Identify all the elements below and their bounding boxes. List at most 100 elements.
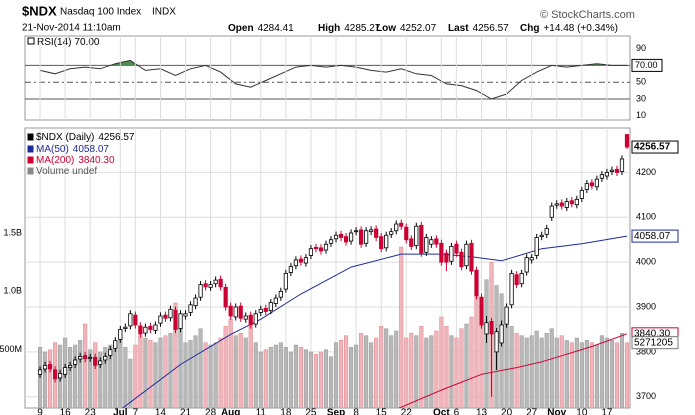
volume-bar	[273, 344, 278, 408]
volume-bar	[118, 337, 123, 408]
volume-bar	[604, 337, 609, 408]
volume-bar	[519, 335, 524, 408]
candle-body	[283, 272, 288, 290]
rsi-legend-swatch	[27, 37, 35, 45]
candle-body	[93, 356, 98, 366]
candle-body	[544, 228, 549, 235]
candle-body	[338, 233, 344, 238]
volume-bar	[128, 358, 133, 408]
candle-body	[534, 237, 539, 256]
x-tick-label: 14	[155, 408, 167, 415]
volume-bar	[178, 326, 183, 408]
candle-body	[559, 202, 564, 207]
volume-bar	[83, 323, 88, 408]
candle-body	[449, 246, 454, 262]
volume-bar	[238, 333, 243, 408]
candle-body	[47, 364, 53, 370]
quote: Open 4284.41	[228, 23, 294, 34]
volume-bar	[258, 351, 263, 408]
quote-value: 4256.57	[473, 23, 510, 34]
volume-bar	[268, 347, 273, 408]
legend-swatch	[27, 133, 34, 141]
candle-body	[273, 297, 278, 304]
volume-bar	[454, 337, 459, 408]
volume-bar	[303, 349, 308, 408]
legend-swatch	[27, 156, 34, 164]
volume-bar	[399, 246, 404, 408]
volume-bar	[589, 342, 594, 408]
candle-body	[619, 158, 625, 172]
quote: High 4285.27	[318, 23, 381, 34]
candle-body	[268, 302, 273, 312]
volume-bar	[524, 337, 529, 408]
candle-body	[384, 234, 389, 249]
candle-body	[248, 314, 253, 326]
x-tick-label: 13	[476, 408, 488, 415]
x-tick-label: 11	[256, 408, 267, 415]
candle-body	[258, 308, 263, 313]
quote-label: Chg	[520, 23, 539, 34]
volume-bar	[409, 333, 414, 408]
x-tick-label: 7	[133, 408, 139, 415]
volume-bar	[359, 333, 364, 408]
volume-bar	[143, 337, 148, 408]
rsi-value: 70.00	[74, 37, 99, 48]
candle-body	[168, 308, 173, 319]
volume-bar	[534, 330, 539, 408]
rsi-panel	[24, 35, 631, 121]
ma-last-label: 3840.30	[634, 328, 671, 339]
candle-body	[609, 169, 615, 172]
volume-bar	[198, 328, 203, 408]
candle-body	[253, 313, 258, 325]
volume-bar	[153, 342, 158, 408]
volume-bar	[414, 335, 419, 408]
candle-body	[203, 283, 208, 288]
volume-bar	[183, 342, 188, 408]
x-tick-label: 16	[60, 408, 72, 415]
candle-body	[313, 246, 319, 250]
volume-bar	[98, 351, 103, 408]
quote-label: Low	[376, 23, 396, 34]
rsi-legend: RSI(14) 70.00	[37, 37, 100, 48]
candle-body	[424, 237, 429, 253]
rsi-tick-label: 10	[636, 110, 646, 120]
candle-body	[173, 309, 178, 330]
volume-bar	[624, 342, 630, 408]
volume-bar	[133, 344, 138, 408]
candle-body	[293, 259, 298, 267]
y-tick-label: 4100	[636, 212, 656, 222]
volume-bar	[233, 335, 238, 408]
candle-body	[614, 168, 620, 173]
volume-tick-label: 1.5B	[3, 227, 22, 237]
volume-bar	[298, 347, 303, 408]
candle-body	[278, 290, 283, 298]
candle-body	[599, 174, 605, 179]
volume-bar	[278, 342, 283, 408]
candle-body	[213, 279, 218, 285]
volume-bar	[584, 340, 589, 408]
candle-body	[364, 230, 369, 244]
legend-text: 4058.07	[73, 144, 110, 155]
candle-body	[37, 369, 43, 375]
volume-last-label: 5271205	[634, 337, 673, 348]
candle-body	[42, 364, 48, 370]
legend-entry: Volume undef	[36, 166, 97, 177]
candle-body	[519, 272, 524, 285]
candle-body	[359, 229, 364, 245]
legend-entry: MA(200) 3840.30	[36, 155, 115, 166]
x-tick-label: 27	[526, 408, 538, 415]
quote: Low 4252.07	[376, 23, 437, 34]
volume-tick-label: 500M	[0, 344, 22, 354]
quote-value: 4252.07	[400, 23, 437, 34]
ma-last-label-box	[631, 229, 679, 243]
volume-bar	[529, 335, 534, 408]
candle-body	[439, 242, 444, 263]
candle-body	[564, 201, 569, 208]
candle-body	[604, 172, 610, 177]
candle-body	[153, 324, 158, 331]
volume-bar	[163, 335, 168, 408]
volume-bar	[484, 279, 489, 408]
volume-bar	[614, 342, 620, 408]
candle-body	[183, 313, 188, 317]
volume-bar	[103, 347, 108, 408]
